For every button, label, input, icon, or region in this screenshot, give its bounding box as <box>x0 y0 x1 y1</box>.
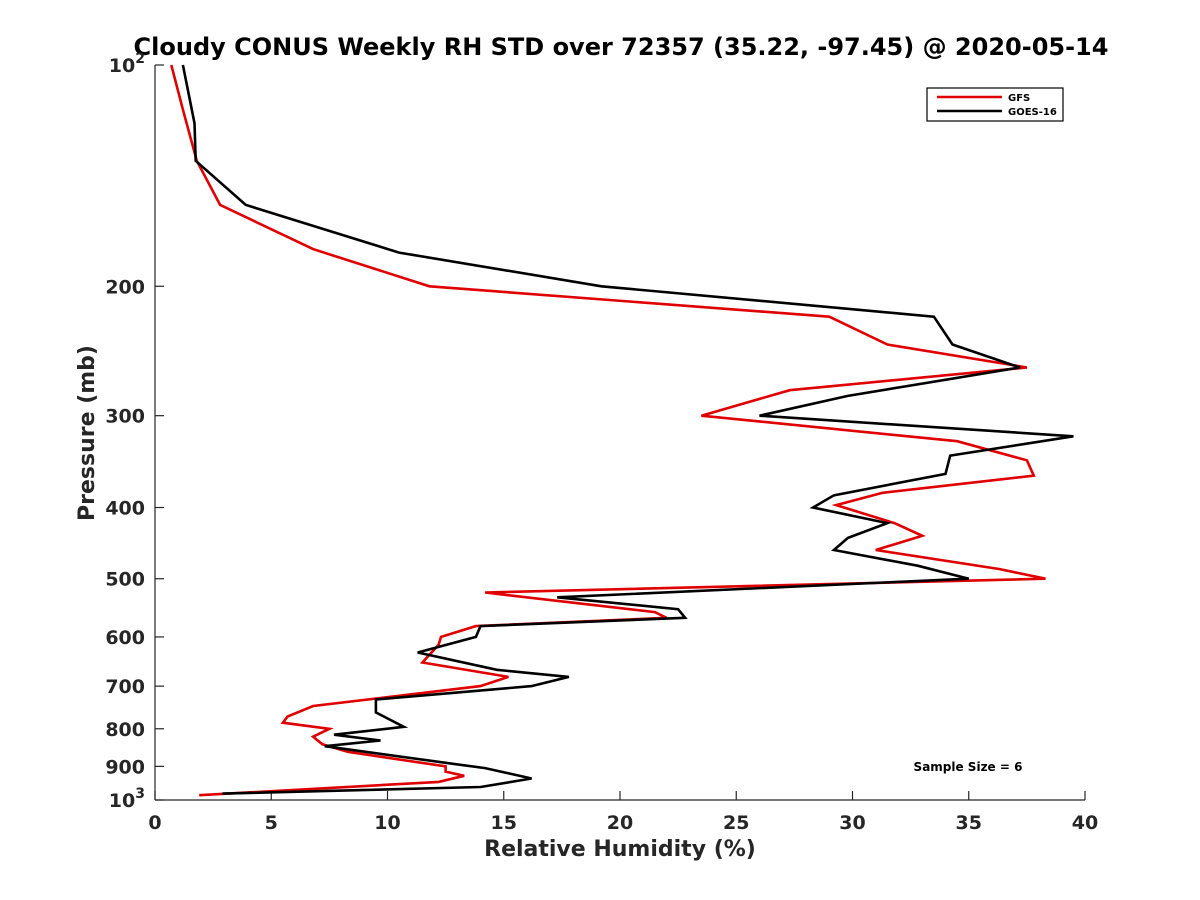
y-tick-label: 103 <box>109 786 145 812</box>
y-tick-label: 500 <box>105 569 145 591</box>
y-ticks: 102 200 300 400 500 600 700 800 900 103 <box>105 51 164 812</box>
y-tick-label: 600 <box>105 627 145 649</box>
y-axis-label: Pressure (mb) <box>75 345 100 521</box>
x-tick-label: 40 <box>1072 812 1098 834</box>
y-tick-label: 800 <box>105 719 145 741</box>
x-tick-label: 20 <box>607 812 633 834</box>
y-tick-label: 900 <box>105 756 145 778</box>
legend-label-gfs: GFS <box>1008 93 1030 104</box>
legend-label-goes-16: GOES-16 <box>1008 107 1057 118</box>
plot-area: 0 5 10 15 20 25 30 35 40 102 200 300 400 500 600 700 80… <box>105 51 1098 834</box>
series-layer <box>170 64 1074 797</box>
y-tick-label: 700 <box>105 676 145 698</box>
x-tick-label: 25 <box>723 812 749 834</box>
x-ticks: 0 5 10 15 20 25 30 35 40 <box>148 791 1098 834</box>
y-tick-label: 102 <box>109 51 145 77</box>
x-tick-label: 35 <box>956 812 982 834</box>
chart-title: Cloudy CONUS Weekly RH STD over 72357 (3… <box>134 33 1109 61</box>
x-axis-label: Relative Humidity (%) <box>484 837 756 862</box>
y-tick-label: 200 <box>105 276 145 298</box>
series-line-goes-16 <box>181 64 1074 795</box>
y-tick-label: 400 <box>105 498 145 520</box>
sample-size-annotation: Sample Size = 6 <box>914 760 1023 774</box>
x-tick-label: 15 <box>491 812 517 834</box>
legend: GFS GOES-16 <box>926 87 1064 122</box>
series-line-gfs <box>170 64 1046 797</box>
x-tick-label: 30 <box>839 812 865 834</box>
y-tick-label: 300 <box>105 406 145 428</box>
x-tick-label: 0 <box>148 812 161 834</box>
legend-box <box>926 87 1064 122</box>
x-tick-label: 5 <box>265 812 278 834</box>
x-tick-label: 10 <box>374 812 400 834</box>
